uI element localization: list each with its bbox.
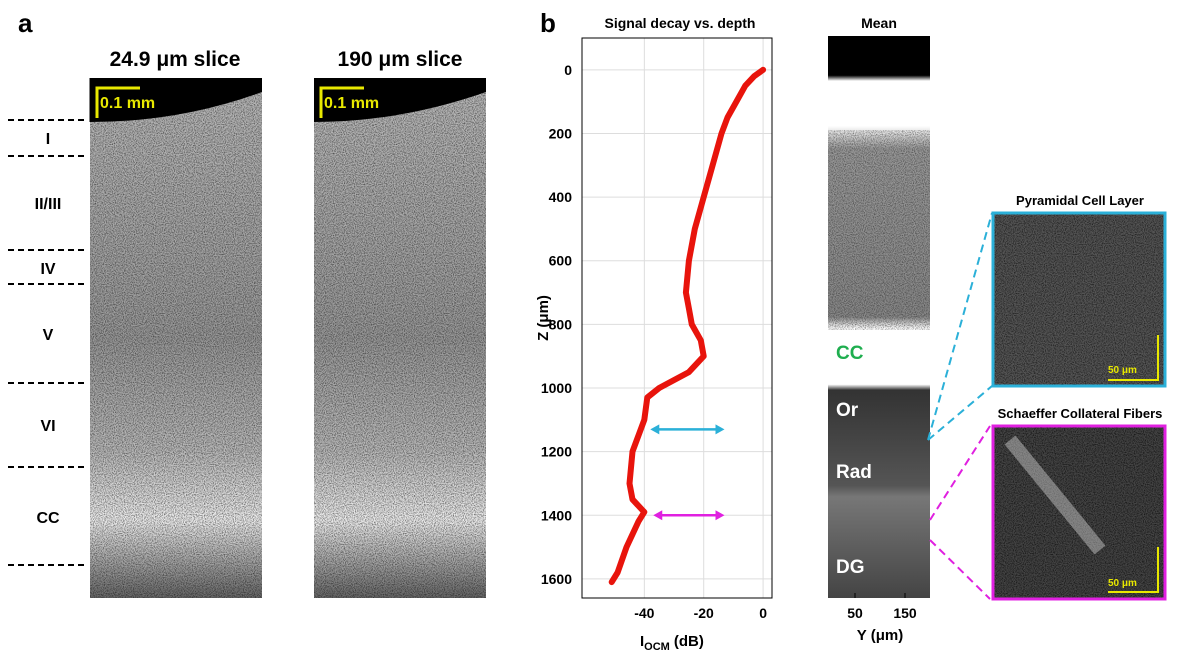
y-tick-label: 1600 (541, 571, 572, 587)
mean-title: Mean (861, 15, 897, 31)
slice-title: 190 μm slice (338, 48, 463, 71)
inset-frame (991, 424, 1167, 601)
inset-image (927, 212, 1165, 600)
layer-label: V (43, 327, 54, 344)
x-axis-label-part: OCM (644, 641, 670, 653)
region-label: CC (836, 343, 864, 364)
y-axis-label: Z (μm) (535, 295, 552, 341)
x-tick-label: 0 (759, 605, 767, 621)
layer-label: CC (36, 510, 60, 527)
y-tick-label: 1000 (541, 380, 572, 396)
region-label: DG (836, 557, 865, 578)
y-tick-label: 1400 (541, 507, 572, 523)
y-tick-label: 0 (564, 62, 572, 78)
x-axis-label: IOCM (dB) (640, 633, 704, 653)
y-tick-label: 1200 (541, 444, 572, 460)
x-axis-label-part: I (640, 633, 644, 650)
plot-frame (581, 37, 773, 599)
inset-title: Pyramidal Cell Layer (1016, 193, 1144, 208)
layer-label: I (46, 131, 50, 148)
inset-scale-label: 50 μm (1108, 365, 1137, 376)
x-tick-label: -20 (694, 605, 714, 621)
scale-bar-label: 0.1 mm (324, 95, 379, 112)
layer-boundaries (8, 119, 88, 566)
slice-image (314, 78, 486, 598)
layer-label: VI (40, 418, 55, 435)
layer-label: IV (40, 261, 55, 278)
y-tick-label: 400 (549, 189, 573, 205)
data-line (608, 66, 767, 586)
inset-frame (991, 211, 1167, 388)
x-tick-label: 150 (893, 605, 917, 621)
layer-label: II/III (35, 196, 62, 213)
y-tick-label: 800 (549, 316, 573, 332)
mean-x-label: Y (μm) (857, 627, 903, 644)
panel-label: b (540, 8, 556, 38)
region-label: Rad (836, 462, 872, 483)
region-label: Or (836, 400, 859, 421)
slice-image (89, 78, 262, 598)
mean-image (828, 36, 930, 598)
arrow-head (650, 424, 725, 435)
inset-scale-label: 50 μm (1108, 578, 1137, 589)
inset-title: Schaeffer Collateral Fibers (998, 406, 1163, 421)
x-axis-label-part: (dB) (674, 633, 704, 650)
x-tick-label: 50 (847, 605, 863, 621)
slice-title: 24.9 μm slice (110, 48, 241, 71)
scale-bar-label: 0.1 mm (100, 95, 155, 112)
y-tick-label: 200 (549, 125, 573, 141)
x-tick-label: -40 (634, 605, 654, 621)
panel-label: a (18, 8, 33, 38)
chart-title: Signal decay vs. depth (605, 15, 756, 31)
y-tick-label: 600 (549, 253, 573, 269)
